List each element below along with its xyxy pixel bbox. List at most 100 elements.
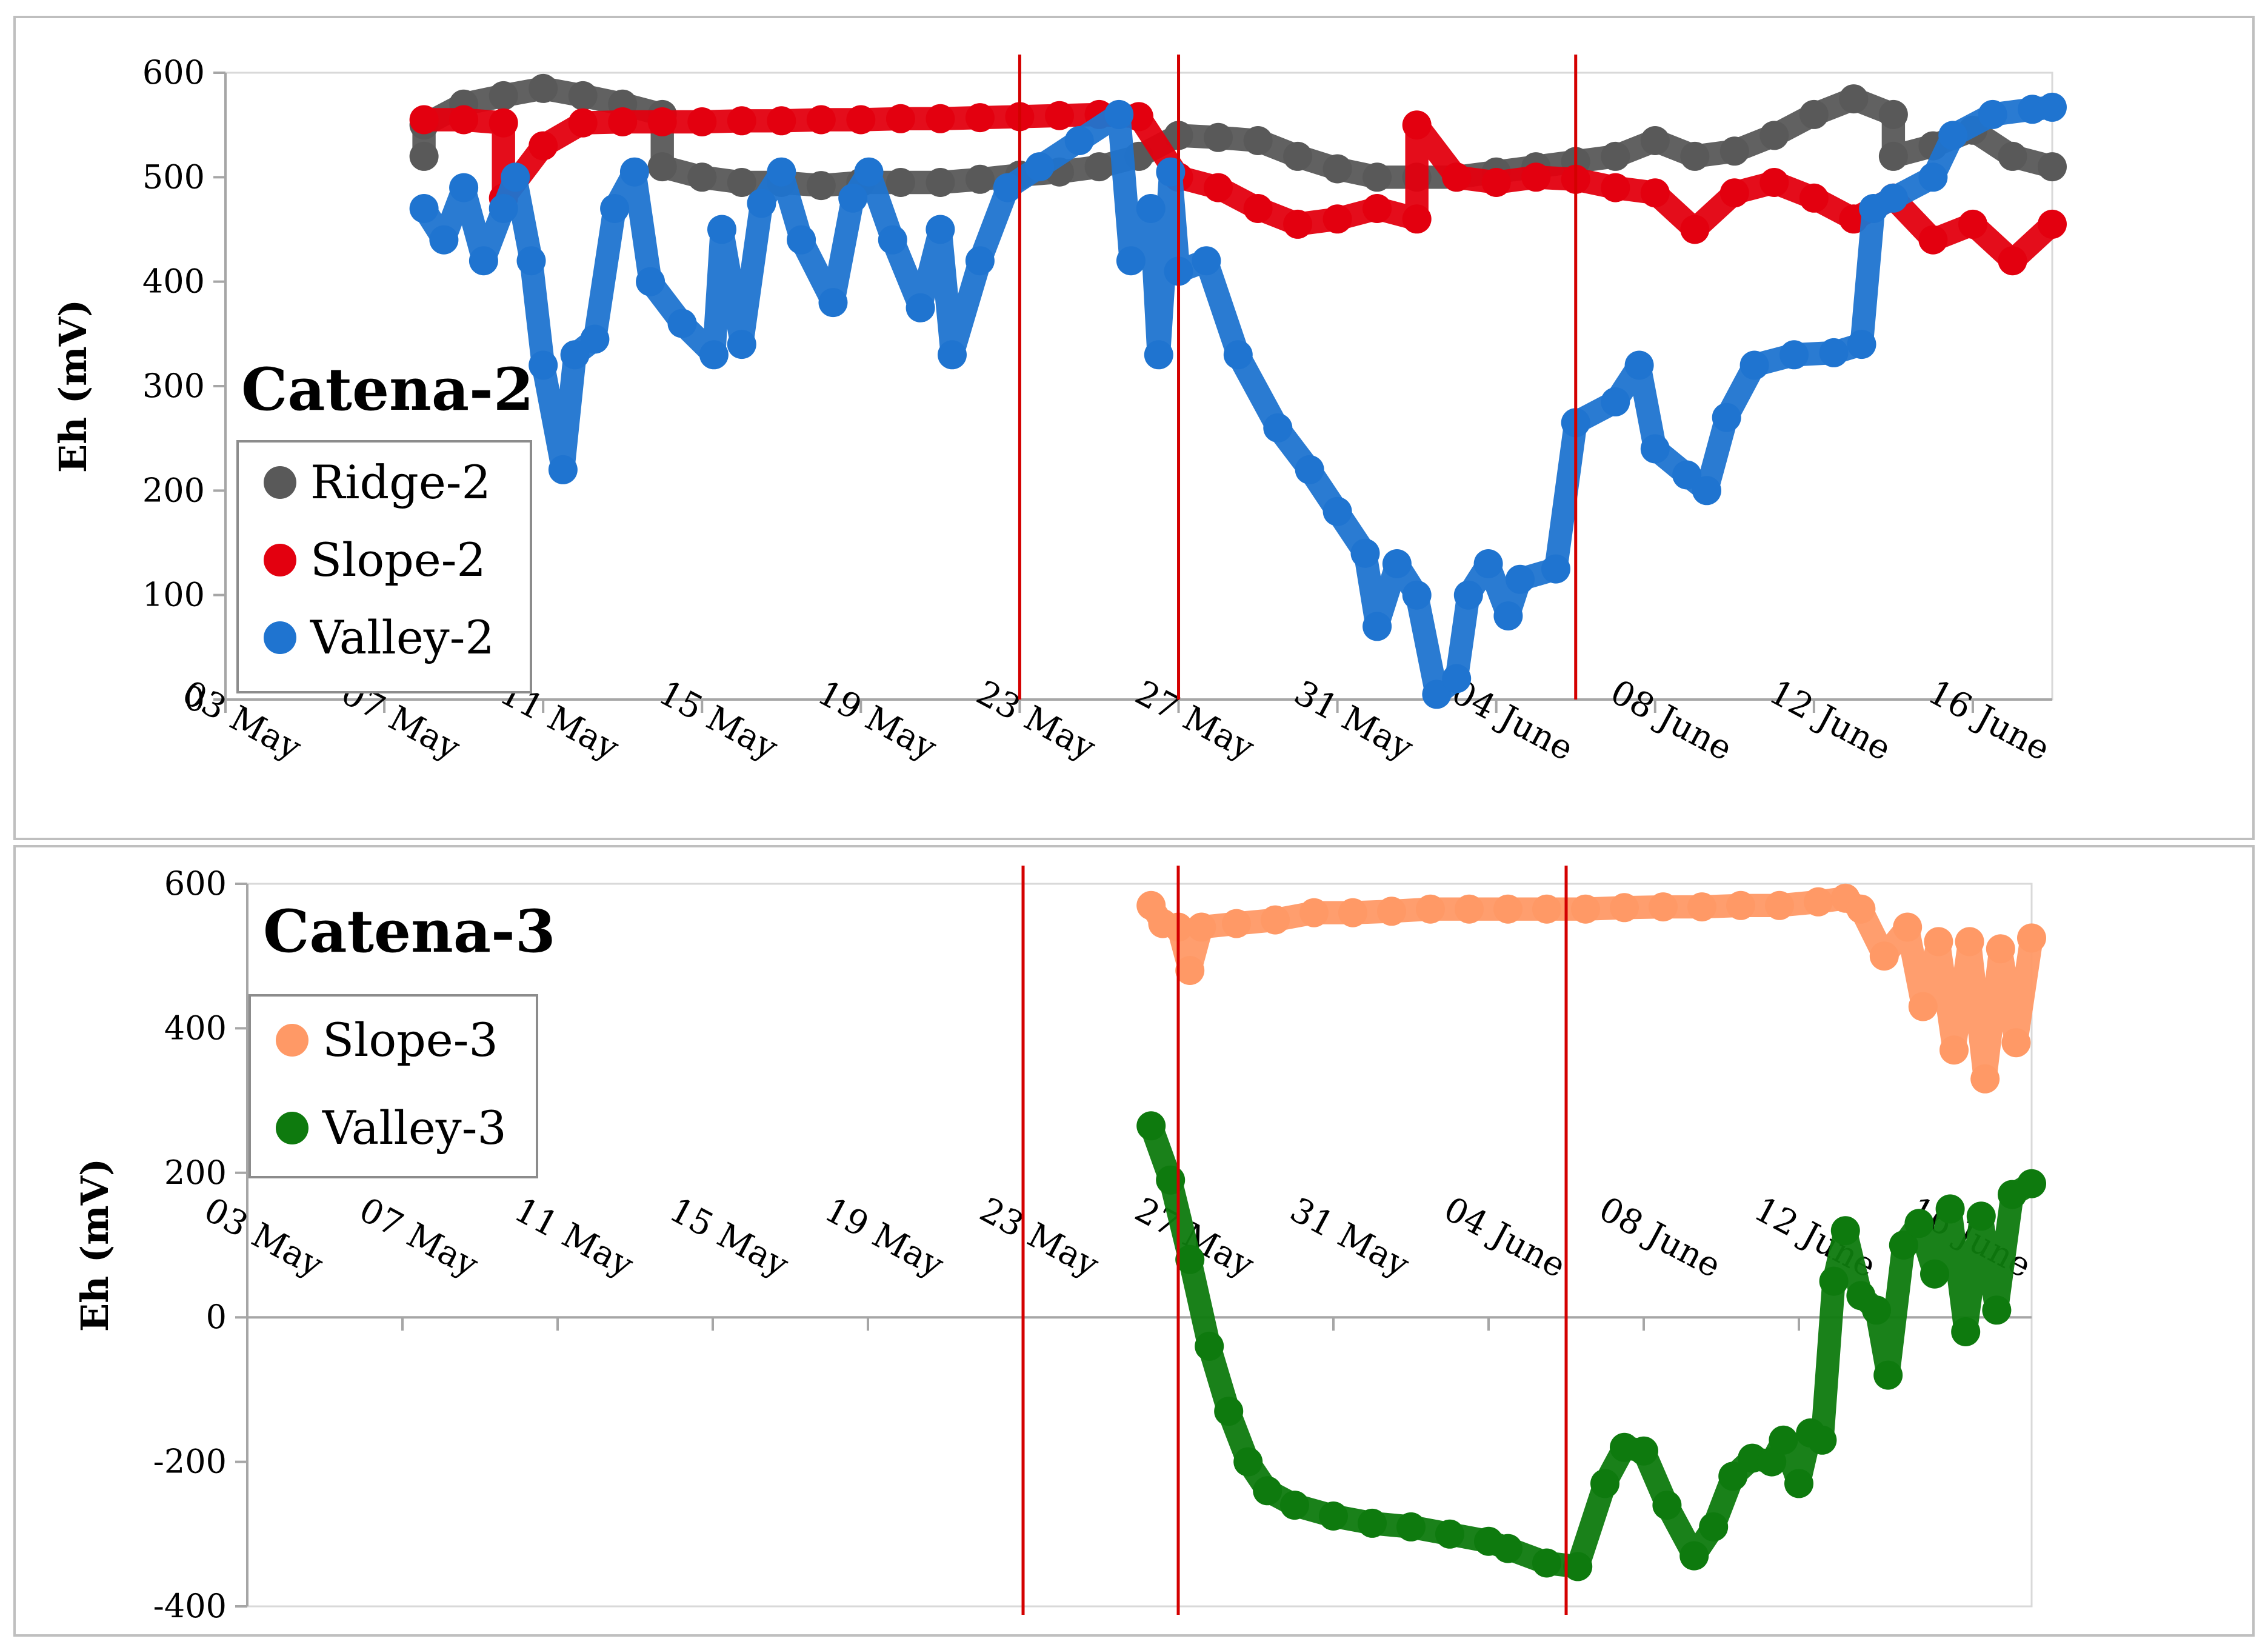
data-point [568,108,598,138]
data-point [1679,1541,1709,1571]
data-point [1982,1295,2012,1325]
series-slope-3 [1136,883,2046,1094]
data-point [1601,141,1630,171]
data-point [1601,173,1630,202]
legend-label: Ridge-2 [310,455,491,509]
data-point [1672,460,1702,490]
data-point [806,105,836,135]
y-tick-label: -400 [153,1587,227,1625]
data-point [1280,1491,1309,1520]
data-point [1765,890,1794,920]
data-point [1402,580,1432,610]
data-point [1640,178,1670,208]
data-point [608,107,638,136]
data-point [1939,1035,1969,1065]
legend-label: Slope-3 [322,1013,498,1067]
data-point [1759,168,1789,197]
data-point [2001,1028,2031,1058]
data-point [1869,941,1899,971]
data-point [1610,893,1639,923]
data-point [707,215,736,244]
data-point [2017,923,2046,953]
legend-marker [276,1112,309,1144]
data-point [1377,897,1406,926]
data-point [647,152,677,182]
data-point [2038,152,2067,182]
data-point [1187,912,1216,942]
data-point [1175,1244,1205,1274]
data-point [409,105,439,135]
data-point [1878,183,1908,213]
x-tick-label: 11 May [508,1190,640,1285]
data-point [1442,162,1472,192]
data-point [965,164,995,194]
data-point [1506,564,1535,594]
data-point [1878,99,1908,129]
legend-label: Slope-2 [310,533,486,587]
data-point [1541,554,1570,584]
data-point [1779,340,1809,370]
data-point [747,189,776,218]
data-point [1846,894,1876,924]
data-point [1784,1469,1813,1498]
data-point [965,103,995,133]
data-point [727,330,756,359]
event-lines [1018,55,1578,700]
plot-area [246,883,2033,1608]
data-point [1649,892,1678,922]
data-point [1807,1425,1837,1455]
data-point [1322,154,1352,184]
data-point [926,215,955,244]
data-point [1830,1216,1860,1246]
data-point [489,108,518,138]
data-point [1295,455,1324,484]
data-point [1532,1548,1561,1578]
data-point [600,194,630,223]
data-point [767,157,796,187]
y-tick-label: -200 [153,1443,227,1481]
axes: -400 -200 0 200 400 600 03 May 07 May 11 May 15 M… [73,864,2038,1625]
y-tick-label: 500 [142,158,205,196]
data-point [1998,141,2027,171]
data-point [1799,183,1829,213]
x-tick-label: 19 May [818,1190,950,1285]
legend-label: Valley-2 [310,610,495,664]
data-point [906,293,935,322]
data-point [1243,194,1273,223]
data-point [429,225,459,255]
data-point [2038,209,2067,239]
data-point [1590,1469,1619,1498]
x-tick-label: 16 June [1922,672,2056,769]
data-point [787,225,816,255]
data-point [1978,99,2007,129]
data-point [1175,956,1205,985]
data-point [1144,340,1173,370]
y-axis-title: Eh (mV) [51,299,95,473]
data-point [1769,1425,1798,1455]
y-tick-label: 100 [142,576,205,614]
data-point [938,340,967,370]
data-point [1283,141,1313,171]
data-point [619,157,649,187]
series-valley-2 [409,92,2067,709]
data-point [1222,909,1251,938]
y-axis-title: Eh (mV) [73,1158,117,1332]
series-valley-3 [1136,1111,2046,1582]
data-point [1136,1111,1166,1141]
x-tick-label: 27 May [1129,673,1261,768]
data-point [1839,84,1869,114]
series-group [1136,883,2046,1582]
data-point [548,455,578,484]
data-point [1338,898,1367,927]
data-point [1640,434,1670,464]
data-point [1799,99,1829,129]
data-point [1453,580,1483,610]
data-point [1920,1259,1949,1289]
data-point [409,194,439,223]
data-point [1233,1447,1263,1477]
data-point [1416,894,1445,924]
data-point [1521,162,1551,192]
data-point [1955,927,1984,957]
data-point [1104,99,1134,129]
